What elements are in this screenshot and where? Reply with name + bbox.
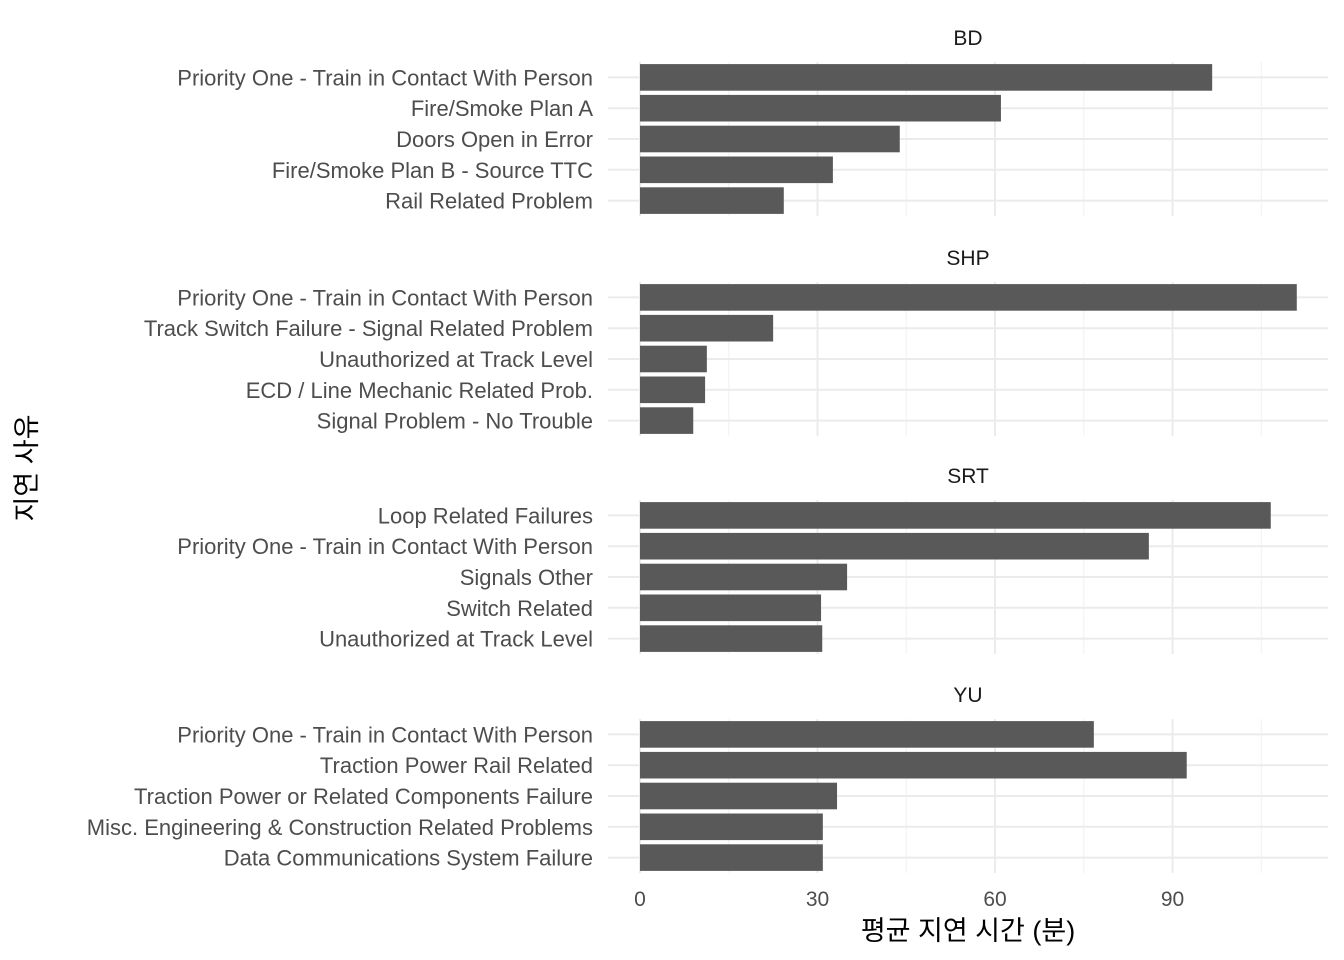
bar (640, 563, 848, 591)
bar (640, 625, 823, 652)
bar (640, 125, 900, 153)
category-label: Unauthorized at Track Level (319, 627, 593, 652)
category-label: Misc. Engineering & Construction Related… (87, 815, 593, 840)
bar (640, 376, 706, 404)
category-label: Rail Related Problem (385, 189, 593, 214)
facet-title: SRT (947, 465, 989, 488)
x-tick-label: 60 (983, 888, 1006, 911)
category-label: Signals Other (460, 565, 593, 590)
bar (640, 284, 1297, 311)
bar (640, 314, 774, 342)
category-label: Data Communications System Failure (224, 846, 593, 871)
x-tick-label: 90 (1161, 888, 1184, 911)
bar (640, 502, 1271, 529)
bar (640, 345, 707, 373)
bar (640, 751, 1187, 779)
category-label: Loop Related Failures (378, 503, 593, 528)
bar (640, 813, 823, 841)
category-label: Priority One - Train in Contact With Per… (177, 285, 593, 310)
bar (640, 594, 822, 622)
category-label: Traction Power Rail Related (320, 753, 593, 778)
facet-title: YU (953, 684, 982, 707)
facet-title: SHP (946, 247, 989, 270)
category-label: Switch Related (446, 596, 593, 621)
bar (640, 782, 838, 810)
bar (640, 187, 784, 214)
category-label: Fire/Smoke Plan B - Source TTC (272, 158, 593, 183)
category-label: Signal Problem - No Trouble (317, 409, 593, 434)
x-tick-label: 30 (806, 888, 829, 911)
bar (640, 64, 1213, 91)
bar (640, 94, 1001, 122)
bar (640, 156, 833, 184)
y-axis-title: 지연 사유 (12, 415, 42, 522)
bar (640, 844, 823, 871)
category-label: Unauthorized at Track Level (319, 347, 593, 372)
bar (640, 721, 1094, 748)
category-label: Traction Power or Related Components Fai… (134, 784, 593, 809)
category-label: Priority One - Train in Contact With Per… (177, 722, 593, 747)
category-label: Priority One - Train in Contact With Per… (177, 65, 593, 90)
x-tick-label: 0 (634, 888, 646, 911)
category-label: Track Switch Failure - Signal Related Pr… (144, 316, 593, 341)
facet-title: BD (953, 27, 982, 50)
category-label: Doors Open in Error (396, 127, 593, 152)
category-label: Fire/Smoke Plan A (411, 96, 594, 121)
bar (640, 407, 694, 434)
category-label: Priority One - Train in Contact With Per… (177, 534, 593, 559)
bar (640, 532, 1149, 560)
category-label: ECD / Line Mechanic Related Prob. (246, 378, 593, 403)
x-axis-title: 평균 지연 시간 (분) (861, 916, 1075, 946)
